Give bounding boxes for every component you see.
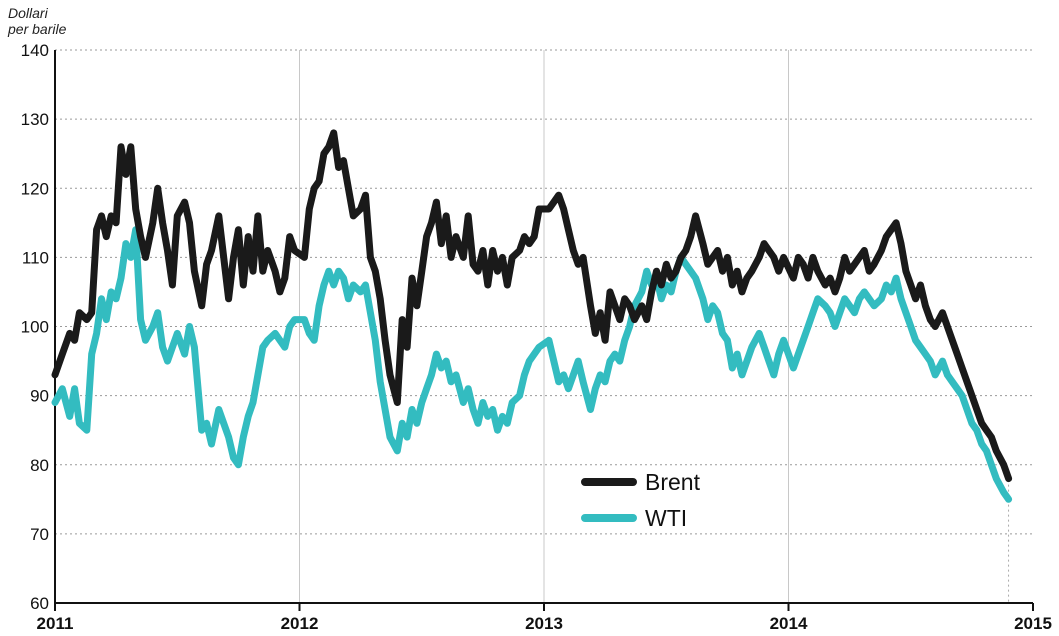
series-lines	[51, 129, 1013, 503]
x-tick-label: 2014	[770, 614, 808, 633]
y-tick-label: 70	[30, 525, 49, 544]
legend-label-brent: Brent	[645, 469, 701, 495]
y-tick-label: 60	[30, 594, 49, 613]
series-line-wti	[51, 226, 1013, 503]
y-unit-label-line1: Dollari	[8, 5, 49, 21]
x-tick-label: 2013	[525, 614, 563, 633]
series-line-brent	[51, 129, 1013, 483]
y-tick-label: 100	[21, 318, 49, 337]
y-unit-label-line2: per barile	[7, 21, 67, 37]
y-tick-label: 90	[30, 387, 49, 406]
legend: Brent WTI	[581, 469, 701, 531]
legend-label-wti: WTI	[645, 505, 687, 531]
x-tick-label: 2012	[281, 614, 319, 633]
y-tick-label: 140	[21, 41, 49, 60]
grid	[55, 49, 1033, 603]
axes: 60 70 80 90 100 110 120 130 140 2011 2012 2013 2014 2…	[21, 41, 1052, 633]
y-tick-label: 120	[21, 179, 49, 198]
y-tick-label: 130	[21, 110, 49, 129]
y-tick-label: 80	[30, 456, 49, 475]
x-tick-label: 2015	[1014, 614, 1052, 633]
y-tick-label: 110	[22, 248, 49, 267]
x-tick-label: 2011	[37, 614, 74, 633]
